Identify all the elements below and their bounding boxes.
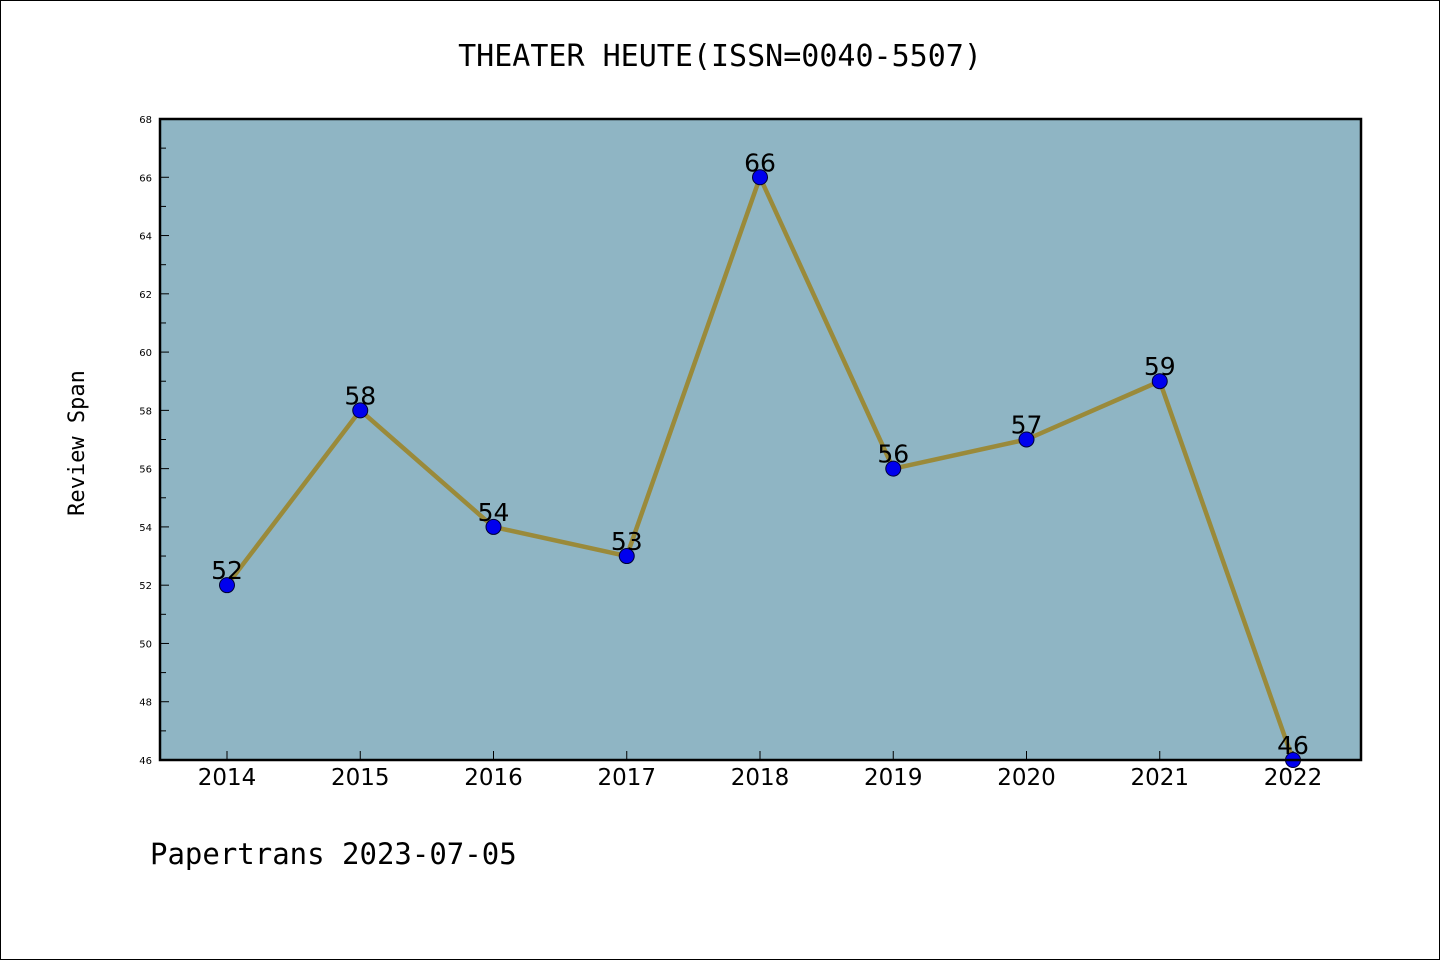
y-axis-label: Review Span (65, 370, 90, 516)
plot-border (158, 117, 1363, 762)
data-label: 46 (1277, 731, 1309, 760)
x-tick-label: 2016 (464, 765, 523, 791)
y-tick-label: 68 (139, 115, 152, 126)
data-label: 54 (478, 498, 510, 527)
series-line-group: 52 58 54 53 66 56 57 59 46 (211, 148, 1309, 768)
data-label: 66 (744, 148, 776, 177)
plot-area (160, 119, 1361, 760)
x-tick-label: 2018 (731, 765, 790, 791)
data-label: 59 (1144, 352, 1176, 381)
data-label: 58 (344, 381, 376, 410)
y-tick-label: 62 (139, 290, 152, 301)
y-axis: 46 48 50 52 54 56 58 60 62 64 66 68 (139, 115, 169, 767)
footer-text: Papertrans 2023-07-05 (150, 837, 517, 871)
data-point (352, 402, 369, 419)
x-axis: 2014 2015 2016 2017 2018 2019 2020 2021 2022 (198, 751, 1323, 791)
data-point (752, 169, 768, 186)
y-tick-label: 66 (139, 173, 152, 184)
y-tick-label: 48 (139, 698, 152, 709)
data-point (485, 518, 502, 535)
data-point (618, 548, 635, 565)
data-label: 52 (211, 556, 243, 585)
y-tick-label: 50 (139, 639, 152, 650)
data-point (1151, 373, 1168, 390)
data-label: 57 (1011, 411, 1043, 440)
x-tick-label: 2021 (1130, 765, 1189, 791)
x-tick-label: 2017 (597, 765, 656, 791)
x-tick-label: 2015 (331, 765, 390, 791)
y-tick-label: 60 (139, 348, 152, 359)
y-tick-label: 56 (139, 465, 152, 476)
y-tick-label: 46 (139, 756, 152, 767)
data-point (885, 460, 902, 477)
y-tick-label: 52 (139, 581, 152, 592)
data-point (1018, 431, 1035, 448)
x-tick-label: 2019 (864, 765, 923, 791)
y-tick-label: 64 (139, 232, 152, 243)
chart-title: THEATER HEUTE(ISSN=0040-5507) (458, 39, 982, 74)
data-label: 56 (877, 440, 909, 469)
data-point (219, 577, 235, 594)
x-tick-label: 2022 (1264, 765, 1323, 791)
y-tick-label: 58 (139, 406, 152, 417)
data-label: 53 (611, 527, 643, 556)
x-tick-label: 2014 (198, 765, 257, 791)
x-tick-label: 2020 (997, 765, 1056, 791)
y-tick-label: 54 (139, 523, 152, 534)
